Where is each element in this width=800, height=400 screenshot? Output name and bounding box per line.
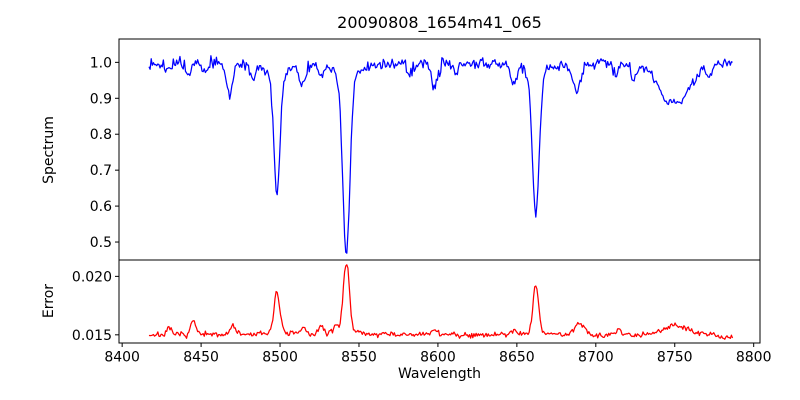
- spectrum-y-tick-label: 0.7: [90, 163, 112, 179]
- x-tick-label: 8450: [183, 350, 219, 366]
- spectrum-y-tick-label: 0.8: [90, 127, 112, 143]
- error-y-tick-label: 0.015: [72, 328, 112, 344]
- spectrum-y-tick-label: 0.5: [90, 235, 112, 251]
- error-y-tick-label: 0.020: [72, 269, 112, 285]
- x-tick-label: 8500: [262, 350, 298, 366]
- chart-title: 20090808_1654m41_065: [337, 13, 542, 32]
- x-tick-label: 8700: [578, 350, 614, 366]
- x-tick-label: 8400: [104, 350, 140, 366]
- x-axis-label: Wavelength: [397, 366, 482, 382]
- x-tick-label: 8550: [341, 350, 377, 366]
- spectrum-series-line: [148, 55, 733, 254]
- x-tick-label: 8650: [499, 350, 535, 366]
- x-tick-label: 8750: [657, 350, 693, 366]
- x-tick-label: 8600: [420, 350, 456, 366]
- spectrum-y-tick-label: 0.6: [90, 199, 112, 215]
- error-panel-border: [118, 259, 761, 344]
- spectrum-panel-border: [118, 38, 761, 261]
- spectrum-y-tick-label: 1.0: [90, 55, 112, 71]
- x-tick-label: 8800: [736, 350, 772, 366]
- error-series-line: [148, 264, 734, 340]
- spectrum-y-tick-label: 0.9: [90, 91, 112, 107]
